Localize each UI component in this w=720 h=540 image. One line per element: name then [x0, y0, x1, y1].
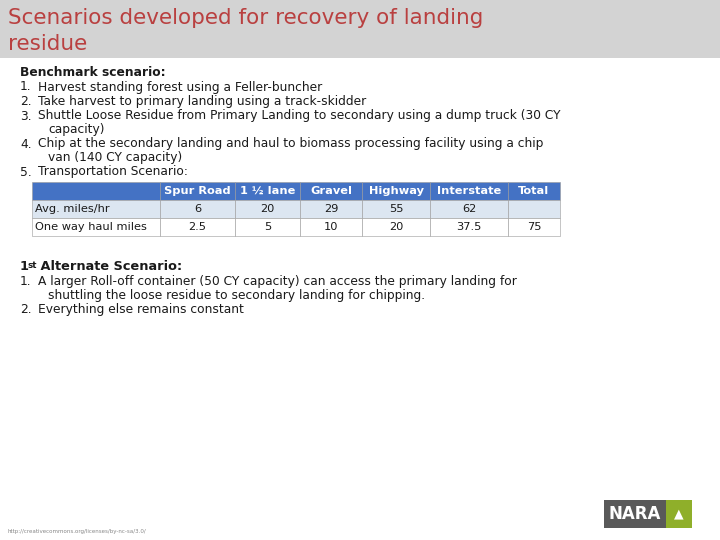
- Bar: [300, 182, 362, 200]
- Bar: [666, 500, 692, 528]
- Text: st: st: [27, 260, 37, 269]
- Text: shuttling the loose residue to secondary landing for chipping.: shuttling the loose residue to secondary…: [48, 288, 425, 301]
- Bar: [362, 200, 430, 218]
- Bar: [300, 200, 362, 218]
- Text: 1.: 1.: [20, 275, 32, 288]
- Text: Harvest standing forest using a Feller-buncher: Harvest standing forest using a Feller-b…: [38, 80, 323, 93]
- Text: 37.5: 37.5: [456, 222, 482, 232]
- Bar: [362, 182, 430, 200]
- Bar: [508, 182, 560, 200]
- Text: 3.: 3.: [20, 110, 32, 123]
- Text: One way haul miles: One way haul miles: [35, 222, 147, 232]
- Text: 62: 62: [462, 204, 476, 214]
- Bar: [604, 500, 692, 528]
- Text: residue: residue: [8, 34, 87, 54]
- Bar: [235, 200, 300, 218]
- Text: 4.: 4.: [20, 138, 32, 151]
- Text: 55: 55: [389, 204, 403, 214]
- Text: A larger Roll-off container (50 CY capacity) can access the primary landing for: A larger Roll-off container (50 CY capac…: [38, 275, 517, 288]
- Bar: [430, 218, 508, 236]
- Text: Take harvest to primary landing using a track-skidder: Take harvest to primary landing using a …: [38, 95, 366, 108]
- Text: 2.5: 2.5: [189, 222, 207, 232]
- Text: 6: 6: [194, 204, 201, 214]
- Bar: [300, 218, 362, 236]
- Text: Transportation Scenario:: Transportation Scenario:: [38, 165, 188, 179]
- Text: 2.: 2.: [20, 303, 32, 316]
- Text: 5: 5: [264, 222, 271, 232]
- Text: ▲: ▲: [674, 508, 684, 521]
- Text: Benchmark scenario:: Benchmark scenario:: [20, 66, 166, 79]
- Text: 20: 20: [261, 204, 275, 214]
- Text: 1 ½ lane: 1 ½ lane: [240, 186, 295, 196]
- Bar: [430, 182, 508, 200]
- Bar: [160, 182, 235, 200]
- Bar: [160, 200, 235, 218]
- Bar: [32, 200, 160, 218]
- Text: Highway: Highway: [369, 186, 423, 196]
- Text: Chip at the secondary landing and haul to biomass processing facility using a ch: Chip at the secondary landing and haul t…: [38, 138, 544, 151]
- Bar: [235, 218, 300, 236]
- Text: Gravel: Gravel: [310, 186, 352, 196]
- Text: http://creativecommons.org/licenses/by-nc-sa/3.0/: http://creativecommons.org/licenses/by-n…: [8, 529, 147, 534]
- Text: 2.: 2.: [20, 95, 32, 108]
- Text: Alternate Scenario:: Alternate Scenario:: [36, 260, 182, 273]
- Text: Total: Total: [518, 186, 549, 196]
- Text: 29: 29: [324, 204, 338, 214]
- Bar: [362, 218, 430, 236]
- Text: Spur Road: Spur Road: [164, 186, 231, 196]
- Bar: [0, 0, 720, 58]
- Text: van (140 CY capacity): van (140 CY capacity): [48, 151, 182, 164]
- Bar: [508, 218, 560, 236]
- Text: capacity): capacity): [48, 123, 104, 136]
- Text: 20: 20: [389, 222, 403, 232]
- Bar: [235, 182, 300, 200]
- Text: Shuttle Loose Residue from Primary Landing to secondary using a dump truck (30 C: Shuttle Loose Residue from Primary Landi…: [38, 110, 560, 123]
- Bar: [430, 200, 508, 218]
- Text: Avg. miles/hr: Avg. miles/hr: [35, 204, 109, 214]
- Text: Interstate: Interstate: [437, 186, 501, 196]
- Text: NARA: NARA: [609, 505, 662, 523]
- Bar: [508, 200, 560, 218]
- Text: 10: 10: [324, 222, 338, 232]
- Bar: [32, 218, 160, 236]
- Text: 75: 75: [527, 222, 541, 232]
- Text: 5.: 5.: [20, 165, 32, 179]
- Bar: [160, 218, 235, 236]
- Text: 1: 1: [20, 260, 29, 273]
- Text: 1.: 1.: [20, 80, 32, 93]
- Text: Scenarios developed for recovery of landing: Scenarios developed for recovery of land…: [8, 8, 483, 28]
- Text: Everything else remains constant: Everything else remains constant: [38, 303, 244, 316]
- Bar: [32, 182, 160, 200]
